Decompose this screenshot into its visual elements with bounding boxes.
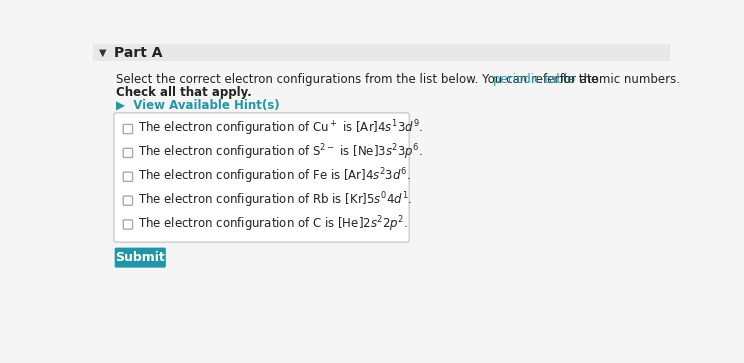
Text: Check all that apply.: Check all that apply. bbox=[116, 86, 252, 99]
Text: ▼: ▼ bbox=[100, 48, 107, 58]
Text: The electron configuration of $\mathregular{Rb}$ is $[\mathregular{Kr}]5s^04d^1$: The electron configuration of $\mathregu… bbox=[138, 190, 412, 210]
FancyBboxPatch shape bbox=[124, 220, 132, 229]
Text: The electron configuration of $\mathregular{Cu^+}$ is $[\mathregular{Ar}]4s^13d^: The electron configuration of $\mathregu… bbox=[138, 118, 423, 138]
FancyBboxPatch shape bbox=[114, 113, 409, 242]
FancyBboxPatch shape bbox=[124, 125, 132, 134]
Text: Part A: Part A bbox=[114, 46, 162, 60]
FancyBboxPatch shape bbox=[124, 196, 132, 205]
Bar bbox=[93, 44, 670, 61]
FancyBboxPatch shape bbox=[124, 172, 132, 182]
Text: ▶  View Available Hint(s): ▶ View Available Hint(s) bbox=[116, 99, 280, 112]
Text: The electron configuration of $\mathregular{Fe}$ is $[\mathregular{Ar}]4s^23d^6$: The electron configuration of $\mathregu… bbox=[138, 166, 411, 186]
Text: periodic table: periodic table bbox=[493, 73, 574, 86]
Text: The electron configuration of $\mathregular{S^{2-}}$ is $[\mathregular{Ne}]3s^23: The electron configuration of $\mathregu… bbox=[138, 142, 423, 162]
Text: Submit: Submit bbox=[115, 251, 165, 264]
FancyBboxPatch shape bbox=[115, 248, 166, 268]
Text: for atomic numbers.: for atomic numbers. bbox=[556, 73, 680, 86]
Text: The electron configuration of $\mathregular{C}$ is $[\mathregular{He}]2s^22p^2$.: The electron configuration of $\mathregu… bbox=[138, 214, 408, 233]
FancyBboxPatch shape bbox=[124, 148, 132, 158]
Text: Select the correct electron configurations from the list below. You can refer to: Select the correct electron configuratio… bbox=[116, 73, 602, 86]
